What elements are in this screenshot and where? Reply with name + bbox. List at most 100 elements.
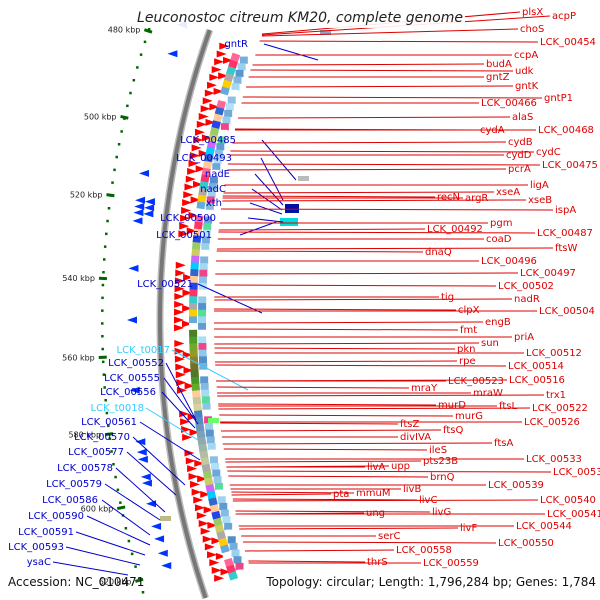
gene-label-lck_00590[interactable]: LCK_00590 <box>28 511 84 522</box>
gene-label-argr[interactable]: argR <box>465 193 488 204</box>
gene-label-lck_00578[interactable]: LCK_00578 <box>57 463 113 474</box>
gene-label-cydb[interactable]: cydB <box>508 137 533 148</box>
gene-label-lck_00550[interactable]: LCK_00550 <box>498 538 554 549</box>
gene-label-lck_00558[interactable]: LCK_00558 <box>396 545 452 556</box>
gene-label-liva[interactable]: livA <box>367 462 385 473</box>
gene-label-lck_00516[interactable]: LCK_00516 <box>509 375 565 386</box>
gene-label-livb[interactable]: livB <box>403 484 421 495</box>
gene-label-lck_00504[interactable]: LCK_00504 <box>539 306 595 317</box>
gene-label-pkn[interactable]: pkn <box>457 344 475 355</box>
gene-label-mray[interactable]: mraY <box>411 383 438 394</box>
gene-label-dnaq[interactable]: dnaQ <box>425 247 452 258</box>
gene-label-lck_00577[interactable]: LCK_00577 <box>68 447 124 458</box>
gene-label-gntr[interactable]: gntR <box>224 39 248 50</box>
gene-label-rpe[interactable]: rpe <box>459 356 476 367</box>
gene-label-ccpa[interactable]: ccpA <box>514 50 538 61</box>
gene-label-livf[interactable]: livF <box>460 523 477 534</box>
gene-label-nadc[interactable]: nadC <box>200 184 226 195</box>
gene-label-cydc[interactable]: cydC <box>536 147 561 158</box>
gene-label-lck_00591[interactable]: LCK_00591 <box>18 527 74 538</box>
gene-label-lck_00492[interactable]: LCK_00492 <box>427 224 483 235</box>
gene-label-tig[interactable]: tig <box>441 292 454 303</box>
gene-label-lck_00512[interactable]: LCK_00512 <box>526 348 582 359</box>
gene-label-lck_t0018[interactable]: LCK_t0018 <box>91 403 144 414</box>
gene-label-pria[interactable]: priA <box>514 332 534 343</box>
gene-label-lck_00454[interactable]: LCK_00454 <box>540 37 596 48</box>
gene-label-xseb[interactable]: xseB <box>528 195 552 206</box>
gene-label-plsx[interactable]: plsX <box>522 7 543 18</box>
gene-label-ysac[interactable]: ysaC <box>27 557 51 568</box>
gene-label-udk[interactable]: udk <box>515 66 534 77</box>
gene-label-brnq[interactable]: brnQ <box>430 472 455 483</box>
gene-label-alas[interactable]: alaS <box>512 112 533 123</box>
gene-label-xsea[interactable]: xseA <box>496 187 520 198</box>
gene-label-lck_00544[interactable]: LCK_00544 <box>516 521 572 532</box>
gene-label-chos[interactable]: choS <box>520 24 544 35</box>
gene-label-ftsw[interactable]: ftsW <box>555 243 577 254</box>
gene-label-ftsl[interactable]: ftsL <box>499 401 517 412</box>
gene-label-lck_00500[interactable]: LCK_00500 <box>160 213 216 224</box>
gene-label-ung[interactable]: ung <box>366 508 385 519</box>
gene-label-acpp[interactable]: acpP <box>552 11 576 22</box>
gene-label-pts23b[interactable]: pts23B <box>423 456 458 467</box>
gene-label-lck_00497[interactable]: LCK_00497 <box>520 268 576 279</box>
gene-label-livc[interactable]: livC <box>419 495 437 506</box>
gene-label-lck_00521[interactable]: LCK_00521 <box>137 279 193 290</box>
gene-label-lck_00493[interactable]: LCK_00493 <box>176 153 232 164</box>
gene-label-lck_00526[interactable]: LCK_00526 <box>524 417 580 428</box>
gene-label-lck_00534[interactable]: LCK_00534 <box>553 467 600 478</box>
gene-label-lck_00561[interactable]: LCK_00561 <box>81 417 137 428</box>
gene-label-gntp1[interactable]: gntP1 <box>544 93 573 104</box>
gene-label-lck_00496[interactable]: LCK_00496 <box>481 256 537 267</box>
gene-label-fmt[interactable]: fmt <box>460 325 477 336</box>
gene-label-sun[interactable]: sun <box>481 338 499 349</box>
gene-label-iles[interactable]: ileS <box>429 445 447 456</box>
gene-label-cydd[interactable]: cydD <box>506 150 532 161</box>
gene-label-nadr[interactable]: nadR <box>514 294 540 305</box>
gene-label-gntk[interactable]: gntK <box>515 81 539 92</box>
gene-label-lck_00475[interactable]: LCK_00475 <box>542 160 598 171</box>
gene-label-engb[interactable]: engB <box>485 317 511 328</box>
gene-label-pta[interactable]: pta <box>333 489 349 500</box>
gene-label-pgm[interactable]: pgm <box>490 218 512 229</box>
gene-label-serc[interactable]: serC <box>378 531 400 542</box>
gene-label-lck_00523[interactable]: LCK_00523 <box>448 376 504 387</box>
gene-label-lck_00579[interactable]: LCK_00579 <box>46 479 102 490</box>
gene-label-mmum[interactable]: mmuM <box>356 488 390 499</box>
gene-label-lck_00533[interactable]: LCK_00533 <box>526 454 582 465</box>
gene-label-ispa[interactable]: ispA <box>555 205 576 216</box>
gene-label-pcra[interactable]: pcrA <box>508 164 531 175</box>
gene-label-ftsq[interactable]: ftsQ <box>443 425 463 436</box>
gene-label-lck_00502[interactable]: LCK_00502 <box>498 281 554 292</box>
gene-label-lck_00468[interactable]: LCK_00468 <box>538 125 594 136</box>
gene-label-lck_00559[interactable]: LCK_00559 <box>423 558 479 569</box>
gene-label-ftsa[interactable]: ftsA <box>494 438 513 449</box>
gene-label-diviva[interactable]: divIVA <box>400 432 431 443</box>
gene-label-lck_00466[interactable]: LCK_00466 <box>481 98 537 109</box>
gene-label-lck_00586[interactable]: LCK_00586 <box>42 495 98 506</box>
gene-label-trx1[interactable]: trx1 <box>546 390 566 401</box>
gene-label-lck_00501[interactable]: LCK_00501 <box>156 230 212 241</box>
gene-label-coad[interactable]: coaD <box>486 234 512 245</box>
gene-label-lck_00522[interactable]: LCK_00522 <box>532 403 588 414</box>
gene-label-lck_00556[interactable]: LCK_00556 <box>100 387 156 398</box>
gene-label-lck_00539[interactable]: LCK_00539 <box>488 480 544 491</box>
gene-label-buda[interactable]: budA <box>486 59 512 70</box>
gene-label-lck_00487[interactable]: LCK_00487 <box>537 228 593 239</box>
gene-label-lck_t0017[interactable]: LCK_t0017 <box>117 345 170 356</box>
gene-label-lck_00593[interactable]: LCK_00593 <box>8 542 64 553</box>
gene-label-liga[interactable]: ligA <box>530 180 549 191</box>
gene-label-lck_00540[interactable]: LCK_00540 <box>540 495 596 506</box>
gene-label-lck_00514[interactable]: LCK_00514 <box>508 361 564 372</box>
gene-label-murg[interactable]: murG <box>455 411 483 422</box>
gene-label-gntz[interactable]: gntZ <box>486 72 510 83</box>
gene-label-upp[interactable]: upp <box>391 461 410 472</box>
gene-label-livg[interactable]: livG <box>432 507 451 518</box>
gene-label-xth[interactable]: xth <box>206 198 222 209</box>
gene-label-lck_00552[interactable]: LCK_00552 <box>108 358 164 369</box>
gene-label-nade[interactable]: nadE <box>205 169 230 180</box>
gene-label-ftsz[interactable]: ftsZ <box>400 419 419 430</box>
gene-label-lck_00541[interactable]: LCK_00541 <box>547 509 600 520</box>
gene-label-lck_00485[interactable]: LCK_00485 <box>180 135 236 146</box>
